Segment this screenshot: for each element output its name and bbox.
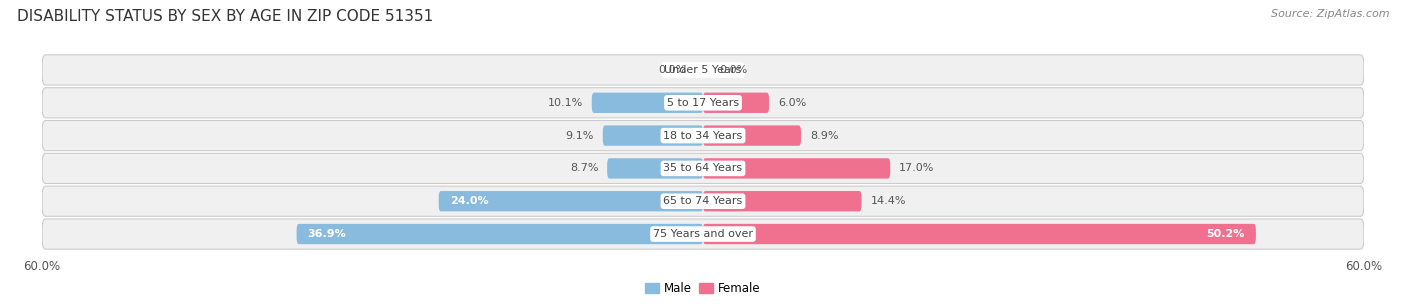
- FancyBboxPatch shape: [42, 153, 1364, 184]
- FancyBboxPatch shape: [42, 219, 1364, 249]
- Text: 75 Years and over: 75 Years and over: [652, 229, 754, 239]
- FancyBboxPatch shape: [42, 120, 1364, 151]
- FancyBboxPatch shape: [592, 93, 703, 113]
- Text: 50.2%: 50.2%: [1206, 229, 1244, 239]
- Text: 6.0%: 6.0%: [778, 98, 806, 108]
- FancyBboxPatch shape: [703, 191, 862, 211]
- FancyBboxPatch shape: [297, 224, 703, 244]
- Legend: Male, Female: Male, Female: [645, 282, 761, 295]
- Text: 24.0%: 24.0%: [450, 196, 488, 206]
- FancyBboxPatch shape: [42, 186, 1364, 216]
- Text: 14.4%: 14.4%: [870, 196, 905, 206]
- Text: 18 to 34 Years: 18 to 34 Years: [664, 131, 742, 140]
- Text: DISABILITY STATUS BY SEX BY AGE IN ZIP CODE 51351: DISABILITY STATUS BY SEX BY AGE IN ZIP C…: [17, 9, 433, 24]
- FancyBboxPatch shape: [439, 191, 703, 211]
- Text: 35 to 64 Years: 35 to 64 Years: [664, 164, 742, 173]
- Text: 17.0%: 17.0%: [898, 164, 935, 173]
- FancyBboxPatch shape: [703, 158, 890, 178]
- FancyBboxPatch shape: [42, 88, 1364, 118]
- Text: 0.0%: 0.0%: [720, 65, 748, 75]
- FancyBboxPatch shape: [42, 55, 1364, 85]
- Text: 9.1%: 9.1%: [565, 131, 593, 140]
- Text: 8.7%: 8.7%: [569, 164, 599, 173]
- FancyBboxPatch shape: [703, 93, 769, 113]
- Text: 36.9%: 36.9%: [308, 229, 346, 239]
- Text: 0.0%: 0.0%: [658, 65, 686, 75]
- FancyBboxPatch shape: [703, 224, 1256, 244]
- Text: 65 to 74 Years: 65 to 74 Years: [664, 196, 742, 206]
- FancyBboxPatch shape: [603, 126, 703, 146]
- Text: Under 5 Years: Under 5 Years: [665, 65, 741, 75]
- Text: 5 to 17 Years: 5 to 17 Years: [666, 98, 740, 108]
- Text: 8.9%: 8.9%: [810, 131, 838, 140]
- FancyBboxPatch shape: [607, 158, 703, 178]
- Text: Source: ZipAtlas.com: Source: ZipAtlas.com: [1271, 9, 1389, 19]
- FancyBboxPatch shape: [703, 126, 801, 146]
- Text: 10.1%: 10.1%: [548, 98, 583, 108]
